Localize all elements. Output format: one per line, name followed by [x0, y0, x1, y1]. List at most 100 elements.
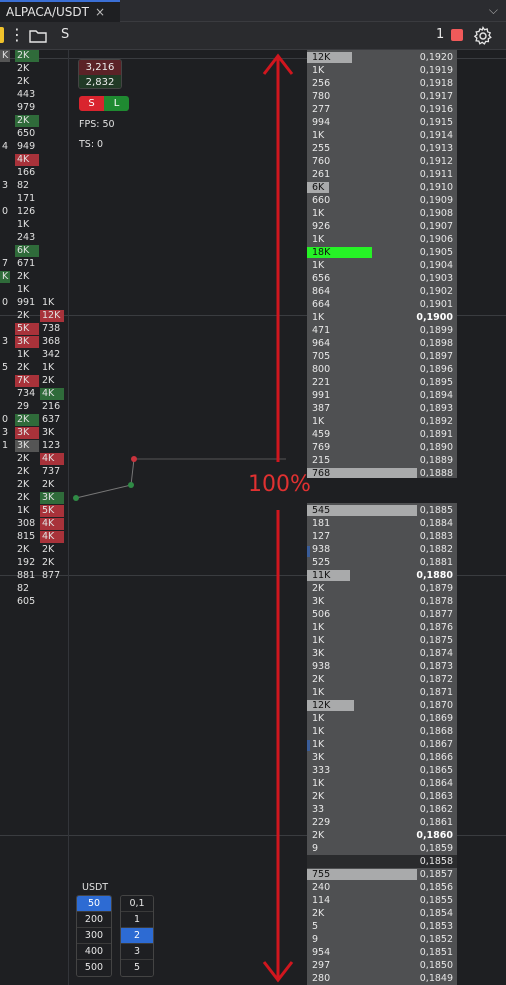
orderbook[interactable]: 12K 0,1920 1K 0,1919 256 0,1918 780 0,1917 277 0,… — [307, 50, 457, 985]
orderbook-row[interactable]: 280 0,1849 — [307, 972, 457, 985]
volume-cell: 5 — [2, 362, 9, 373]
orderbook-row[interactable]: 11K 0,1880 — [307, 569, 457, 582]
gear-icon[interactable] — [473, 26, 493, 46]
menu-dots-icon[interactable]: ⋮ — [9, 25, 25, 44]
orderbook-row[interactable]: 2K 0,1863 — [307, 790, 457, 803]
amount-option[interactable]: 300 — [77, 928, 111, 944]
orderbook-row[interactable]: 1K 0,1869 — [307, 712, 457, 725]
orderbook-row[interactable]: 9 0,1852 — [307, 933, 457, 946]
orderbook-row[interactable]: 255 0,1913 — [307, 142, 457, 155]
amount-option[interactable]: 200 — [77, 912, 111, 928]
symbol-label[interactable]: S — [61, 27, 70, 42]
orderbook-row[interactable]: 938 0,1882 — [307, 543, 457, 556]
multiplier-option[interactable]: 0,1 — [121, 896, 153, 912]
orderbook-row[interactable]: 1K 0,1908 — [307, 207, 457, 220]
multiplier-option[interactable]: 3 — [121, 944, 153, 960]
orderbook-row[interactable]: 994 0,1915 — [307, 116, 457, 129]
orderbook-row[interactable]: 181 0,1884 — [307, 517, 457, 530]
orderbook-row[interactable]: 221 0,1895 — [307, 376, 457, 389]
amount-option[interactable]: 50 — [77, 896, 111, 912]
folder-icon[interactable] — [29, 29, 47, 43]
orderbook-row[interactable]: 9 0,1859 — [307, 842, 457, 855]
amount-option[interactable]: 400 — [77, 944, 111, 960]
orderbook-row[interactable]: 1K 0,1900 — [307, 311, 457, 324]
orderbook-row[interactable]: 800 0,1896 — [307, 363, 457, 376]
orderbook-row[interactable]: 256 0,1918 — [307, 77, 457, 90]
orderbook-row[interactable]: 705 0,1897 — [307, 350, 457, 363]
orderbook-row[interactable]: 277 0,1916 — [307, 103, 457, 116]
volume-cell — [0, 154, 10, 166]
close-icon[interactable]: × — [94, 5, 106, 19]
orderbook-row[interactable]: 964 0,1898 — [307, 337, 457, 350]
orderbook-row[interactable]: 3K 0,1878 — [307, 595, 457, 608]
orderbook-row[interactable]: 3K 0,1874 — [307, 647, 457, 660]
orderbook-row[interactable]: 6K 0,1910 — [307, 181, 457, 194]
orderbook-row[interactable]: 0,1858 — [307, 855, 457, 868]
volume-cell: 1K — [42, 297, 55, 308]
orderbook-row[interactable]: 760 0,1912 — [307, 155, 457, 168]
orderbook-row[interactable]: 471 0,1899 — [307, 324, 457, 337]
orderbook-row[interactable]: 297 0,1850 — [307, 959, 457, 972]
sell-button[interactable]: S — [79, 96, 104, 111]
orderbook-row[interactable]: 864 0,1902 — [307, 285, 457, 298]
orderbook-row[interactable]: 991 0,1894 — [307, 389, 457, 402]
orderbook-row[interactable]: 1K 0,1904 — [307, 259, 457, 272]
orderbook-row[interactable]: 1K 0,1892 — [307, 415, 457, 428]
orderbook-row[interactable]: 525 0,1881 — [307, 556, 457, 569]
orderbook-row[interactable]: 1K 0,1876 — [307, 621, 457, 634]
orderbook-row[interactable]: 2K 0,1879 — [307, 582, 457, 595]
orderbook-row[interactable]: 261 0,1911 — [307, 168, 457, 181]
orderbook-row[interactable]: 1K 0,1875 — [307, 634, 457, 647]
orderbook-row[interactable]: 229 0,1861 — [307, 816, 457, 829]
orderbook-row[interactable]: 387 0,1893 — [307, 402, 457, 415]
orderbook-row[interactable]: 5 0,1853 — [307, 920, 457, 933]
orderbook-row[interactable]: 656 0,1903 — [307, 272, 457, 285]
orderbook-row[interactable]: 12K 0,1920 — [307, 51, 457, 64]
orderbook-row[interactable]: 660 0,1909 — [307, 194, 457, 207]
orderbook-row[interactable]: 2K 0,1872 — [307, 673, 457, 686]
orderbook-row[interactable]: 954 0,1851 — [307, 946, 457, 959]
orderbook-row[interactable]: 33 0,1862 — [307, 803, 457, 816]
orderbook-row[interactable]: 2K 0,1860 — [307, 829, 457, 842]
orderbook-row[interactable]: 769 0,1890 — [307, 441, 457, 454]
orderbook-row[interactable]: 1K 0,1867 — [307, 738, 457, 751]
orderbook-row[interactable]: 755 0,1857 — [307, 868, 457, 881]
orderbook-row[interactable]: 1K 0,1871 — [307, 686, 457, 699]
orderbook-row[interactable]: 1K 0,1868 — [307, 725, 457, 738]
orderbook-row[interactable]: 1K 0,1906 — [307, 233, 457, 246]
multiplier-option[interactable]: 2 — [121, 928, 153, 944]
orderbook-row[interactable]: 114 0,1855 — [307, 894, 457, 907]
multiplier-option[interactable]: 5 — [121, 960, 153, 976]
volume-cell: 605 — [17, 596, 36, 607]
tab-alpaca-usdt[interactable]: ALPACA/USDT × — [0, 0, 120, 22]
orderbook-row[interactable]: 333 0,1865 — [307, 764, 457, 777]
orderbook-row[interactable]: 545 0,1885 — [307, 504, 457, 517]
orderbook-row[interactable]: 1K 0,1919 — [307, 64, 457, 77]
orderbook-row[interactable]: 459 0,1891 — [307, 428, 457, 441]
orderbook-row[interactable]: 768 0,1888 — [307, 467, 457, 480]
orderbook-row[interactable]: 1K 0,1864 — [307, 777, 457, 790]
alert-indicator[interactable] — [451, 29, 463, 41]
orderbook-row[interactable]: 780 0,1917 — [307, 90, 457, 103]
orderbook-row[interactable]: 926 0,1907 — [307, 220, 457, 233]
orderbook-price: 0,1851 — [419, 947, 453, 958]
volume-cell: 308 — [17, 518, 36, 529]
orderbook-row[interactable]: 12K 0,1870 — [307, 699, 457, 712]
orderbook-price: 0,1893 — [419, 403, 453, 414]
orderbook-row[interactable]: 3K 0,1866 — [307, 751, 457, 764]
orderbook-row[interactable]: 240 0,1856 — [307, 881, 457, 894]
color-marker[interactable] — [0, 27, 4, 43]
long-button[interactable]: L — [104, 96, 129, 111]
amount-option[interactable]: 500 — [77, 960, 111, 976]
chevron-down-icon[interactable]: ⌵ — [488, 3, 498, 17]
orderbook-row[interactable]: 938 0,1873 — [307, 660, 457, 673]
orderbook-row[interactable]: 506 0,1877 — [307, 608, 457, 621]
orderbook-row[interactable]: 127 0,1883 — [307, 530, 457, 543]
orderbook-row[interactable]: 2K 0,1854 — [307, 907, 457, 920]
orderbook-row[interactable]: 215 0,1889 — [307, 454, 457, 467]
orderbook-volume: 1K — [312, 635, 325, 646]
orderbook-row[interactable]: 664 0,1901 — [307, 298, 457, 311]
orderbook-row[interactable]: 18K 0,1905 — [307, 246, 457, 259]
multiplier-option[interactable]: 1 — [121, 912, 153, 928]
orderbook-row[interactable]: 1K 0,1914 — [307, 129, 457, 142]
